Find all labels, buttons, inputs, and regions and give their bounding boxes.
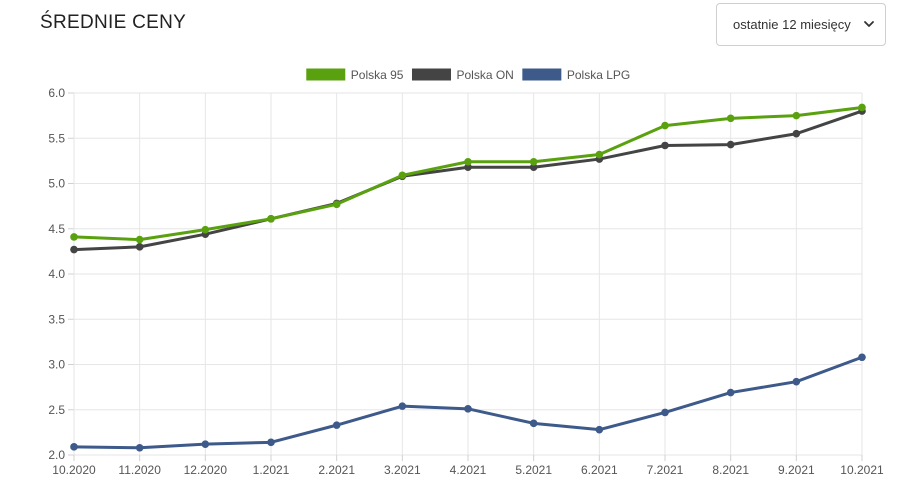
data-point[interactable]	[398, 171, 407, 180]
data-point[interactable]	[661, 408, 669, 417]
y-tick-label: 6.0	[48, 86, 65, 100]
legend-swatch	[305, 67, 347, 82]
data-point[interactable]	[858, 103, 866, 112]
period-select-value: ostatnie 12 miesięcy	[733, 17, 851, 32]
data-point[interactable]	[70, 233, 78, 241]
x-tick-label: 5.2021	[515, 463, 552, 477]
x-tick-label: 1.2021	[253, 463, 290, 477]
x-tick-label: 3.2021	[384, 463, 421, 477]
legend-swatch	[521, 67, 563, 82]
data-point[interactable]	[70, 245, 78, 254]
x-tick-label: 11.2020	[118, 463, 161, 477]
data-point[interactable]	[661, 121, 669, 130]
data-point[interactable]	[201, 225, 210, 234]
y-tick-label: 5.0	[48, 177, 65, 191]
x-tick-label: 9.2021	[778, 463, 815, 477]
y-tick-label: 3.0	[48, 358, 65, 372]
y-tick-label: 4.5	[48, 222, 65, 236]
chart-series	[70, 103, 866, 452]
data-point[interactable]	[792, 111, 801, 120]
x-axis-ticks: 10.2020 11.2020 12.2020 1.2021 2.2021 3.2021 4…	[52, 463, 884, 477]
y-tick-label: 4.0	[48, 267, 65, 281]
x-tick-label: 7.2021	[647, 463, 684, 477]
data-point[interactable]	[595, 425, 604, 434]
data-point[interactable]	[858, 353, 866, 362]
y-tick-label: 5.5	[48, 131, 65, 145]
data-point[interactable]	[792, 377, 801, 386]
data-point[interactable]	[464, 157, 472, 166]
data-point[interactable]	[529, 157, 538, 166]
legend-swatch	[410, 67, 452, 82]
legend-label: Polska 95	[351, 68, 404, 82]
page-title: ŚREDNIE CENY	[40, 12, 187, 33]
y-axis-ticks: 2.0 2.5 3.0 3.5 4.0 4.5 5.0 5.5 6.0	[48, 86, 65, 462]
x-tick-label: 12.2020	[184, 463, 228, 477]
x-tick-label: 6.2021	[581, 463, 618, 477]
data-point[interactable]	[398, 402, 407, 410]
data-point[interactable]	[661, 141, 669, 150]
x-tick-label: 8.2021	[712, 463, 749, 477]
data-point[interactable]	[135, 235, 144, 244]
legend-item-polska-on[interactable]: Polska ON	[410, 67, 514, 82]
data-point[interactable]	[135, 243, 144, 251]
x-tick-label: 10.2021	[840, 463, 884, 477]
x-tick-label: 10.2020	[52, 463, 96, 477]
data-point[interactable]	[332, 200, 341, 209]
y-tick-label: 2.5	[48, 403, 65, 417]
series-polska-lpg	[70, 353, 866, 452]
series-polska-95	[70, 103, 866, 244]
data-point[interactable]	[464, 163, 472, 172]
data-point[interactable]	[595, 150, 604, 159]
data-point[interactable]	[135, 443, 144, 452]
data-point[interactable]	[201, 440, 210, 448]
data-point[interactable]	[529, 419, 538, 428]
legend-label: Polska ON	[456, 68, 513, 82]
legend-item-polska-lpg[interactable]: Polska LPG	[521, 67, 630, 82]
data-point[interactable]	[267, 438, 275, 447]
data-point[interactable]	[70, 443, 78, 451]
data-point[interactable]	[529, 163, 538, 172]
x-tick-label: 2.2021	[318, 463, 355, 477]
data-point[interactable]	[267, 214, 275, 223]
period-select[interactable]: ostatnie 12 miesięcy	[716, 3, 886, 46]
data-point[interactable]	[726, 140, 735, 149]
legend-label: Polska LPG	[567, 68, 630, 82]
data-point[interactable]	[332, 421, 341, 429]
data-point[interactable]	[726, 388, 735, 397]
chevron-down-icon	[864, 21, 874, 27]
data-point[interactable]	[464, 405, 472, 413]
chart-grid	[68, 92, 863, 461]
data-point[interactable]	[792, 129, 801, 138]
y-tick-label: 2.0	[48, 448, 65, 462]
data-point[interactable]	[726, 114, 735, 123]
x-tick-label: 4.2021	[450, 463, 487, 477]
legend-item-polska-95[interactable]: Polska 95	[305, 67, 404, 82]
chart-legend[interactable]: Polska 95 Polska ON Polska LPG	[305, 67, 630, 82]
y-tick-label: 3.5	[48, 312, 65, 326]
